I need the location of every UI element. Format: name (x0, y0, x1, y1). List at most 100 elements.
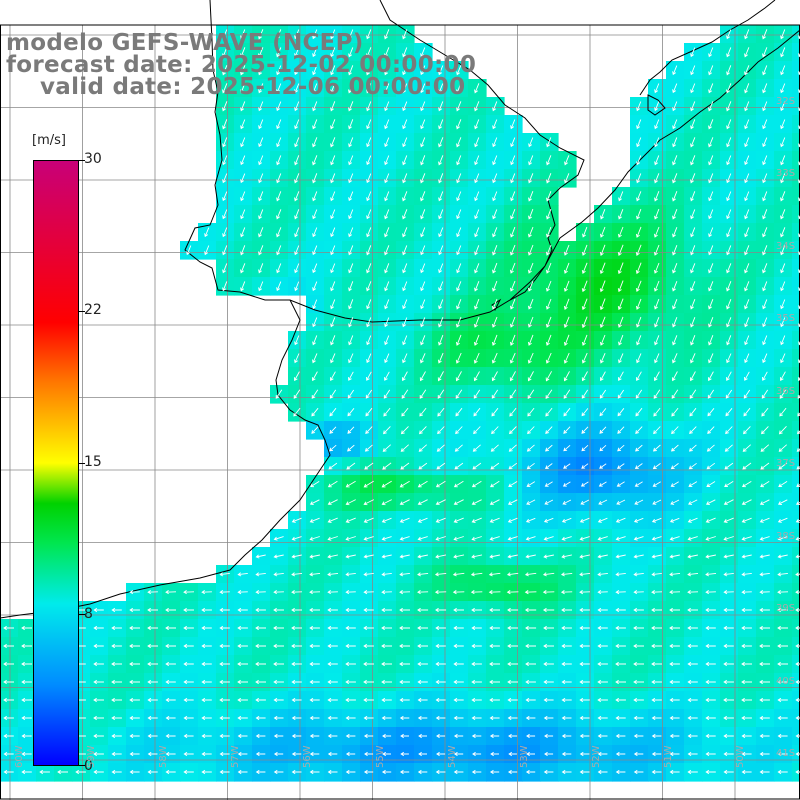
wind-arrow (348, 173, 354, 184)
wind-arrow (635, 371, 642, 382)
wind-arrow (690, 281, 696, 292)
wind-cell (792, 61, 800, 80)
wind-arrow (726, 317, 732, 328)
wind-arrow (183, 733, 194, 739)
wind-arrow (219, 643, 230, 649)
wind-arrow (741, 481, 752, 488)
wind-arrow (309, 607, 320, 613)
wind-arrow (165, 590, 177, 595)
wind-arrow (687, 625, 698, 631)
wind-arrow (329, 389, 337, 399)
wind-arrow (329, 426, 337, 434)
wind-arrow (419, 407, 427, 417)
wind-arrow (399, 625, 410, 631)
wind-cell (792, 421, 800, 440)
wind-cell (792, 547, 800, 566)
wind-arrow (456, 173, 462, 184)
wind-arrow (21, 769, 32, 775)
wind-arrow (21, 733, 32, 739)
wind-arrow (635, 444, 643, 452)
wind-arrow (795, 572, 800, 577)
wind-arrow (492, 227, 498, 238)
wind-arrow (651, 697, 662, 703)
wind-arrow (384, 47, 390, 58)
wind-arrow (563, 352, 570, 364)
wind-arrow (615, 572, 626, 577)
wind-arrow (417, 715, 428, 721)
wind-arrow (348, 137, 354, 148)
wind-arrow (489, 480, 500, 488)
wind-arrow (93, 643, 104, 649)
wind-arrow (473, 352, 480, 364)
wind-arrow (564, 155, 570, 166)
wind-arrow (777, 769, 788, 775)
wind-arrow (669, 733, 680, 739)
wind-arrow (294, 209, 300, 220)
wind-arrow (435, 499, 446, 506)
wind-arrow (75, 769, 86, 775)
wind-arrow (777, 536, 788, 541)
wind-cell (792, 439, 800, 458)
wind-arrow (147, 733, 158, 739)
wind-arrow (689, 371, 696, 382)
wind-arrow (294, 173, 300, 184)
wind-arrow (507, 517, 518, 523)
wind-arrow (724, 481, 734, 488)
wind-arrow (708, 299, 714, 310)
wind-arrow (651, 625, 662, 631)
wind-arrow (545, 444, 553, 452)
wind-arrow (3, 769, 14, 775)
wind-arrow (312, 29, 318, 40)
wind-arrow (473, 426, 481, 435)
wind-arrow (165, 607, 176, 613)
wind-arrow (705, 517, 716, 523)
wind-arrow (651, 607, 662, 613)
wind-arrow (240, 137, 246, 148)
wind-arrow (599, 371, 606, 382)
wind-arrow (348, 191, 354, 202)
wind-arrow (762, 119, 768, 130)
wind-arrow (672, 227, 678, 238)
wind-arrow (93, 733, 104, 739)
wind-arrow (509, 371, 516, 382)
wind-arrow (507, 679, 518, 685)
wind-arrow (778, 462, 788, 470)
wind-arrow (291, 733, 302, 739)
wind-arrow (527, 262, 534, 274)
wind-arrow (491, 352, 498, 364)
wind-arrow (382, 751, 391, 757)
wind-arrow (780, 29, 786, 40)
wind-arrow (708, 317, 714, 328)
wind-arrow (420, 101, 426, 112)
wind-arrow (258, 29, 264, 40)
wind-arrow (687, 751, 698, 757)
wind-cell (792, 457, 800, 476)
wind-arrow (762, 227, 768, 238)
wind-arrow (525, 769, 536, 775)
wind-arrow (472, 444, 481, 452)
wind-arrow (545, 371, 552, 382)
wind-arrow (669, 625, 680, 631)
wind-arrow (524, 572, 537, 577)
lon-label: 54W (447, 745, 458, 768)
wind-arrow (384, 335, 390, 346)
wind-arrow (708, 209, 714, 220)
wind-arrow (762, 335, 768, 346)
wind-arrow (255, 679, 266, 685)
wind-arrow (635, 298, 642, 310)
wind-arrow (492, 191, 498, 202)
wind-arrow (492, 137, 498, 148)
wind-arrow (618, 334, 624, 346)
wind-arrow (492, 173, 498, 184)
wind-arrow (726, 191, 732, 202)
wind-arrow (255, 733, 266, 739)
wind-arrow (651, 643, 662, 649)
wind-arrow (201, 751, 212, 757)
wind-arrow (580, 481, 589, 487)
wind-arrow (672, 281, 678, 292)
wind-arrow (527, 280, 534, 292)
wind-arrow (366, 209, 372, 220)
wind-arrow (507, 715, 518, 721)
wind-arrow (237, 751, 248, 757)
wind-arrow (312, 245, 318, 256)
